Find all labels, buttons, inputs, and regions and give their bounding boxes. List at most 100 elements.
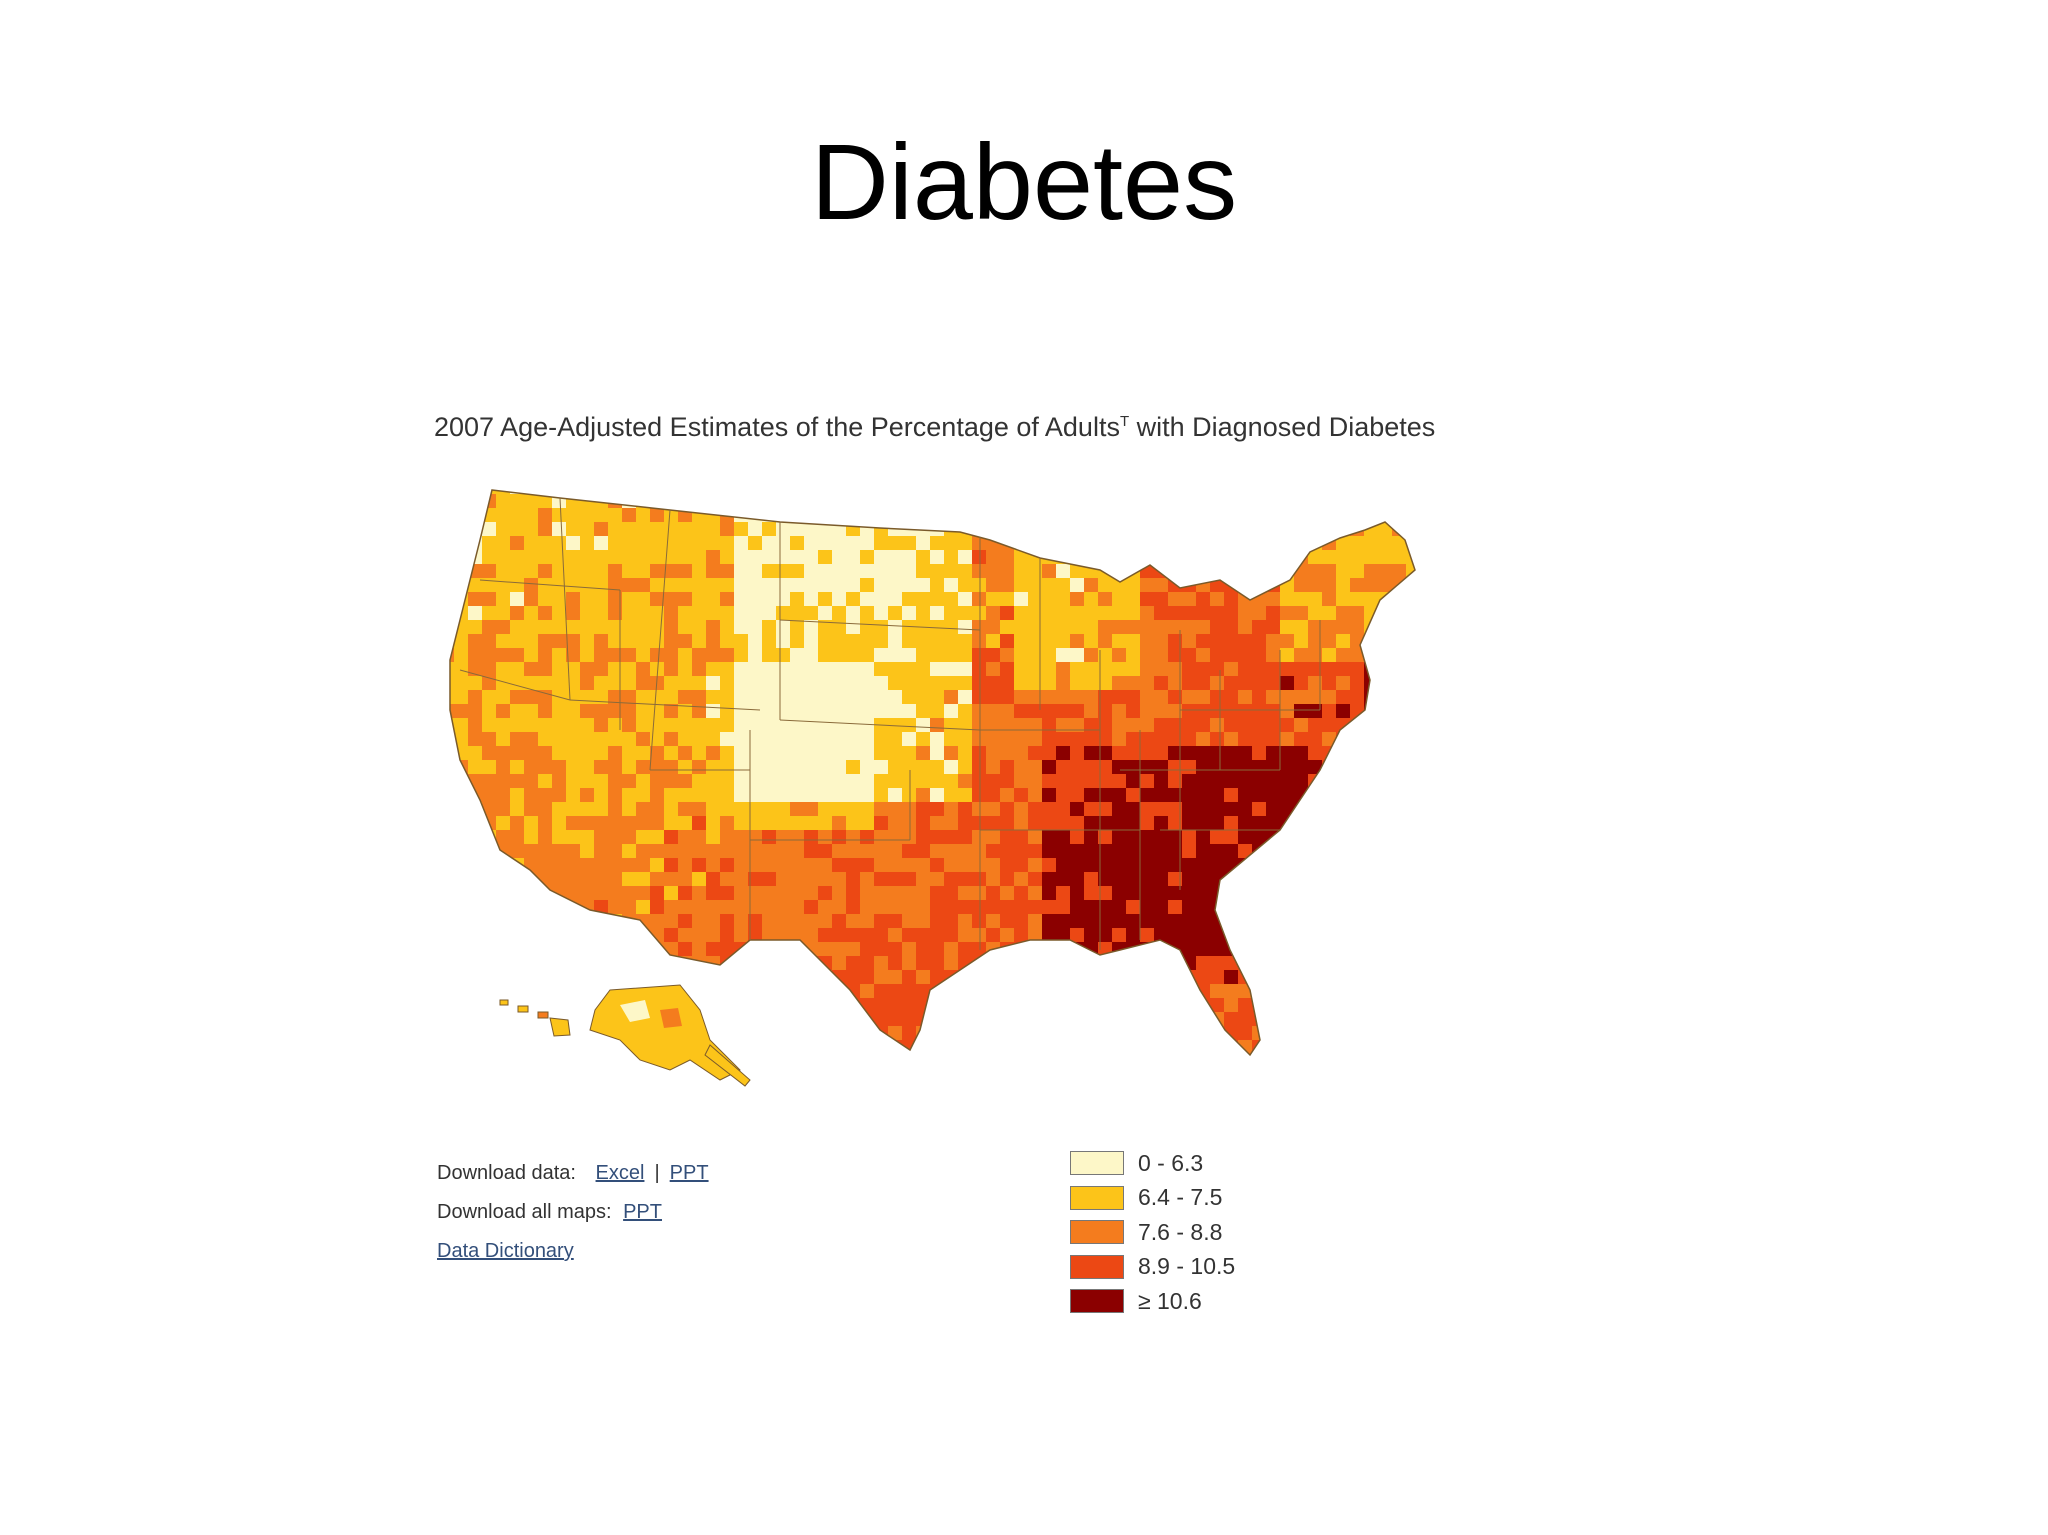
county-cell — [510, 1068, 525, 1083]
county-cell — [1406, 620, 1415, 635]
county-cell — [874, 522, 889, 537]
county-cell — [496, 970, 511, 985]
county-cell — [1028, 690, 1043, 705]
county-cell — [664, 620, 679, 635]
county-cell — [832, 536, 847, 551]
county-cell — [1364, 858, 1379, 873]
county-cell — [692, 536, 707, 551]
county-cell — [1056, 704, 1071, 719]
county-cell — [1056, 578, 1071, 593]
county-cell — [524, 942, 539, 957]
county-cell — [450, 536, 455, 551]
county-cell — [468, 704, 483, 719]
county-cell — [930, 494, 945, 509]
county-cell — [930, 746, 945, 761]
county-cell — [790, 648, 805, 663]
county-cell — [454, 928, 469, 943]
county-cell — [1406, 634, 1415, 649]
county-cell — [1168, 774, 1183, 789]
county-cell — [958, 1012, 973, 1027]
county-cell — [1406, 746, 1415, 761]
county-cell — [1042, 508, 1057, 523]
county-cell — [1056, 494, 1071, 509]
county-cell — [608, 592, 623, 607]
county-cell — [1378, 648, 1393, 663]
county-cell — [510, 634, 525, 649]
county-cell — [888, 802, 903, 817]
county-cell — [888, 886, 903, 901]
county-cell — [874, 844, 889, 859]
county-cell — [1308, 718, 1323, 733]
county-cell — [608, 900, 623, 915]
county-cell — [450, 690, 455, 705]
county-cell — [790, 1054, 805, 1055]
county-cell — [482, 690, 497, 705]
county-cell — [748, 1040, 763, 1055]
county-cell — [450, 662, 455, 677]
county-cell — [650, 676, 665, 691]
county-cell — [790, 662, 805, 677]
county-cell — [1224, 662, 1239, 677]
county-cell — [1308, 1068, 1323, 1083]
county-cell — [1266, 942, 1281, 957]
county-cell — [1070, 746, 1085, 761]
county-cell — [1252, 746, 1267, 761]
county-cell — [972, 1068, 987, 1083]
county-cell — [1084, 508, 1099, 523]
county-cell — [566, 830, 581, 845]
county-cell — [1000, 914, 1015, 929]
county-cell — [1378, 1040, 1393, 1055]
county-cell — [1028, 956, 1043, 971]
county-cell — [538, 1026, 553, 1041]
county-cell — [1112, 788, 1127, 803]
county-cell — [1378, 564, 1393, 579]
ppt-link[interactable]: PPT — [669, 1162, 709, 1184]
county-cell — [1322, 578, 1337, 593]
county-cell — [1042, 984, 1057, 999]
county-cell — [1126, 578, 1141, 593]
excel-link[interactable]: Excel — [595, 1162, 645, 1184]
county-cell — [650, 550, 665, 565]
county-cell — [720, 592, 735, 607]
county-cell — [1238, 522, 1253, 537]
county-cell — [1014, 886, 1029, 901]
county-cell — [1112, 830, 1127, 845]
county-cell — [958, 1054, 973, 1055]
county-cell — [804, 662, 819, 677]
county-cell — [1392, 620, 1407, 635]
county-cell — [1028, 508, 1043, 523]
county-cell — [566, 648, 581, 663]
county-cell — [636, 508, 651, 523]
county-cell — [860, 760, 875, 775]
county-cell — [1000, 490, 1015, 495]
county-cell — [622, 550, 637, 565]
county-cell — [1070, 774, 1085, 789]
county-cell — [608, 508, 623, 523]
county-cell — [874, 536, 889, 551]
county-cell — [1140, 606, 1155, 621]
county-cell — [888, 494, 903, 509]
county-cell — [678, 550, 693, 565]
county-cell — [608, 634, 623, 649]
county-cell — [1182, 536, 1197, 551]
all-maps-ppt-link[interactable]: PPT — [623, 1201, 662, 1223]
county-cell — [566, 760, 581, 775]
us-outline — [449, 489, 1416, 1057]
county-cell — [1406, 522, 1415, 537]
county-cell — [1336, 816, 1351, 831]
county-cell — [1182, 606, 1197, 621]
county-cell — [1336, 956, 1351, 971]
county-cell — [1112, 774, 1127, 789]
county-cell — [650, 536, 665, 551]
county-cell — [1168, 690, 1183, 705]
county-cell — [832, 494, 847, 509]
county-cell — [1280, 886, 1295, 901]
county-cell — [580, 746, 595, 761]
county-cell — [1350, 816, 1365, 831]
county-cell — [1252, 830, 1267, 845]
county-cell — [1336, 928, 1351, 943]
data-dictionary-link[interactable]: Data Dictionary — [437, 1240, 574, 1262]
county-cell — [1000, 788, 1015, 803]
county-cell — [916, 830, 931, 845]
county-cell — [902, 774, 917, 789]
